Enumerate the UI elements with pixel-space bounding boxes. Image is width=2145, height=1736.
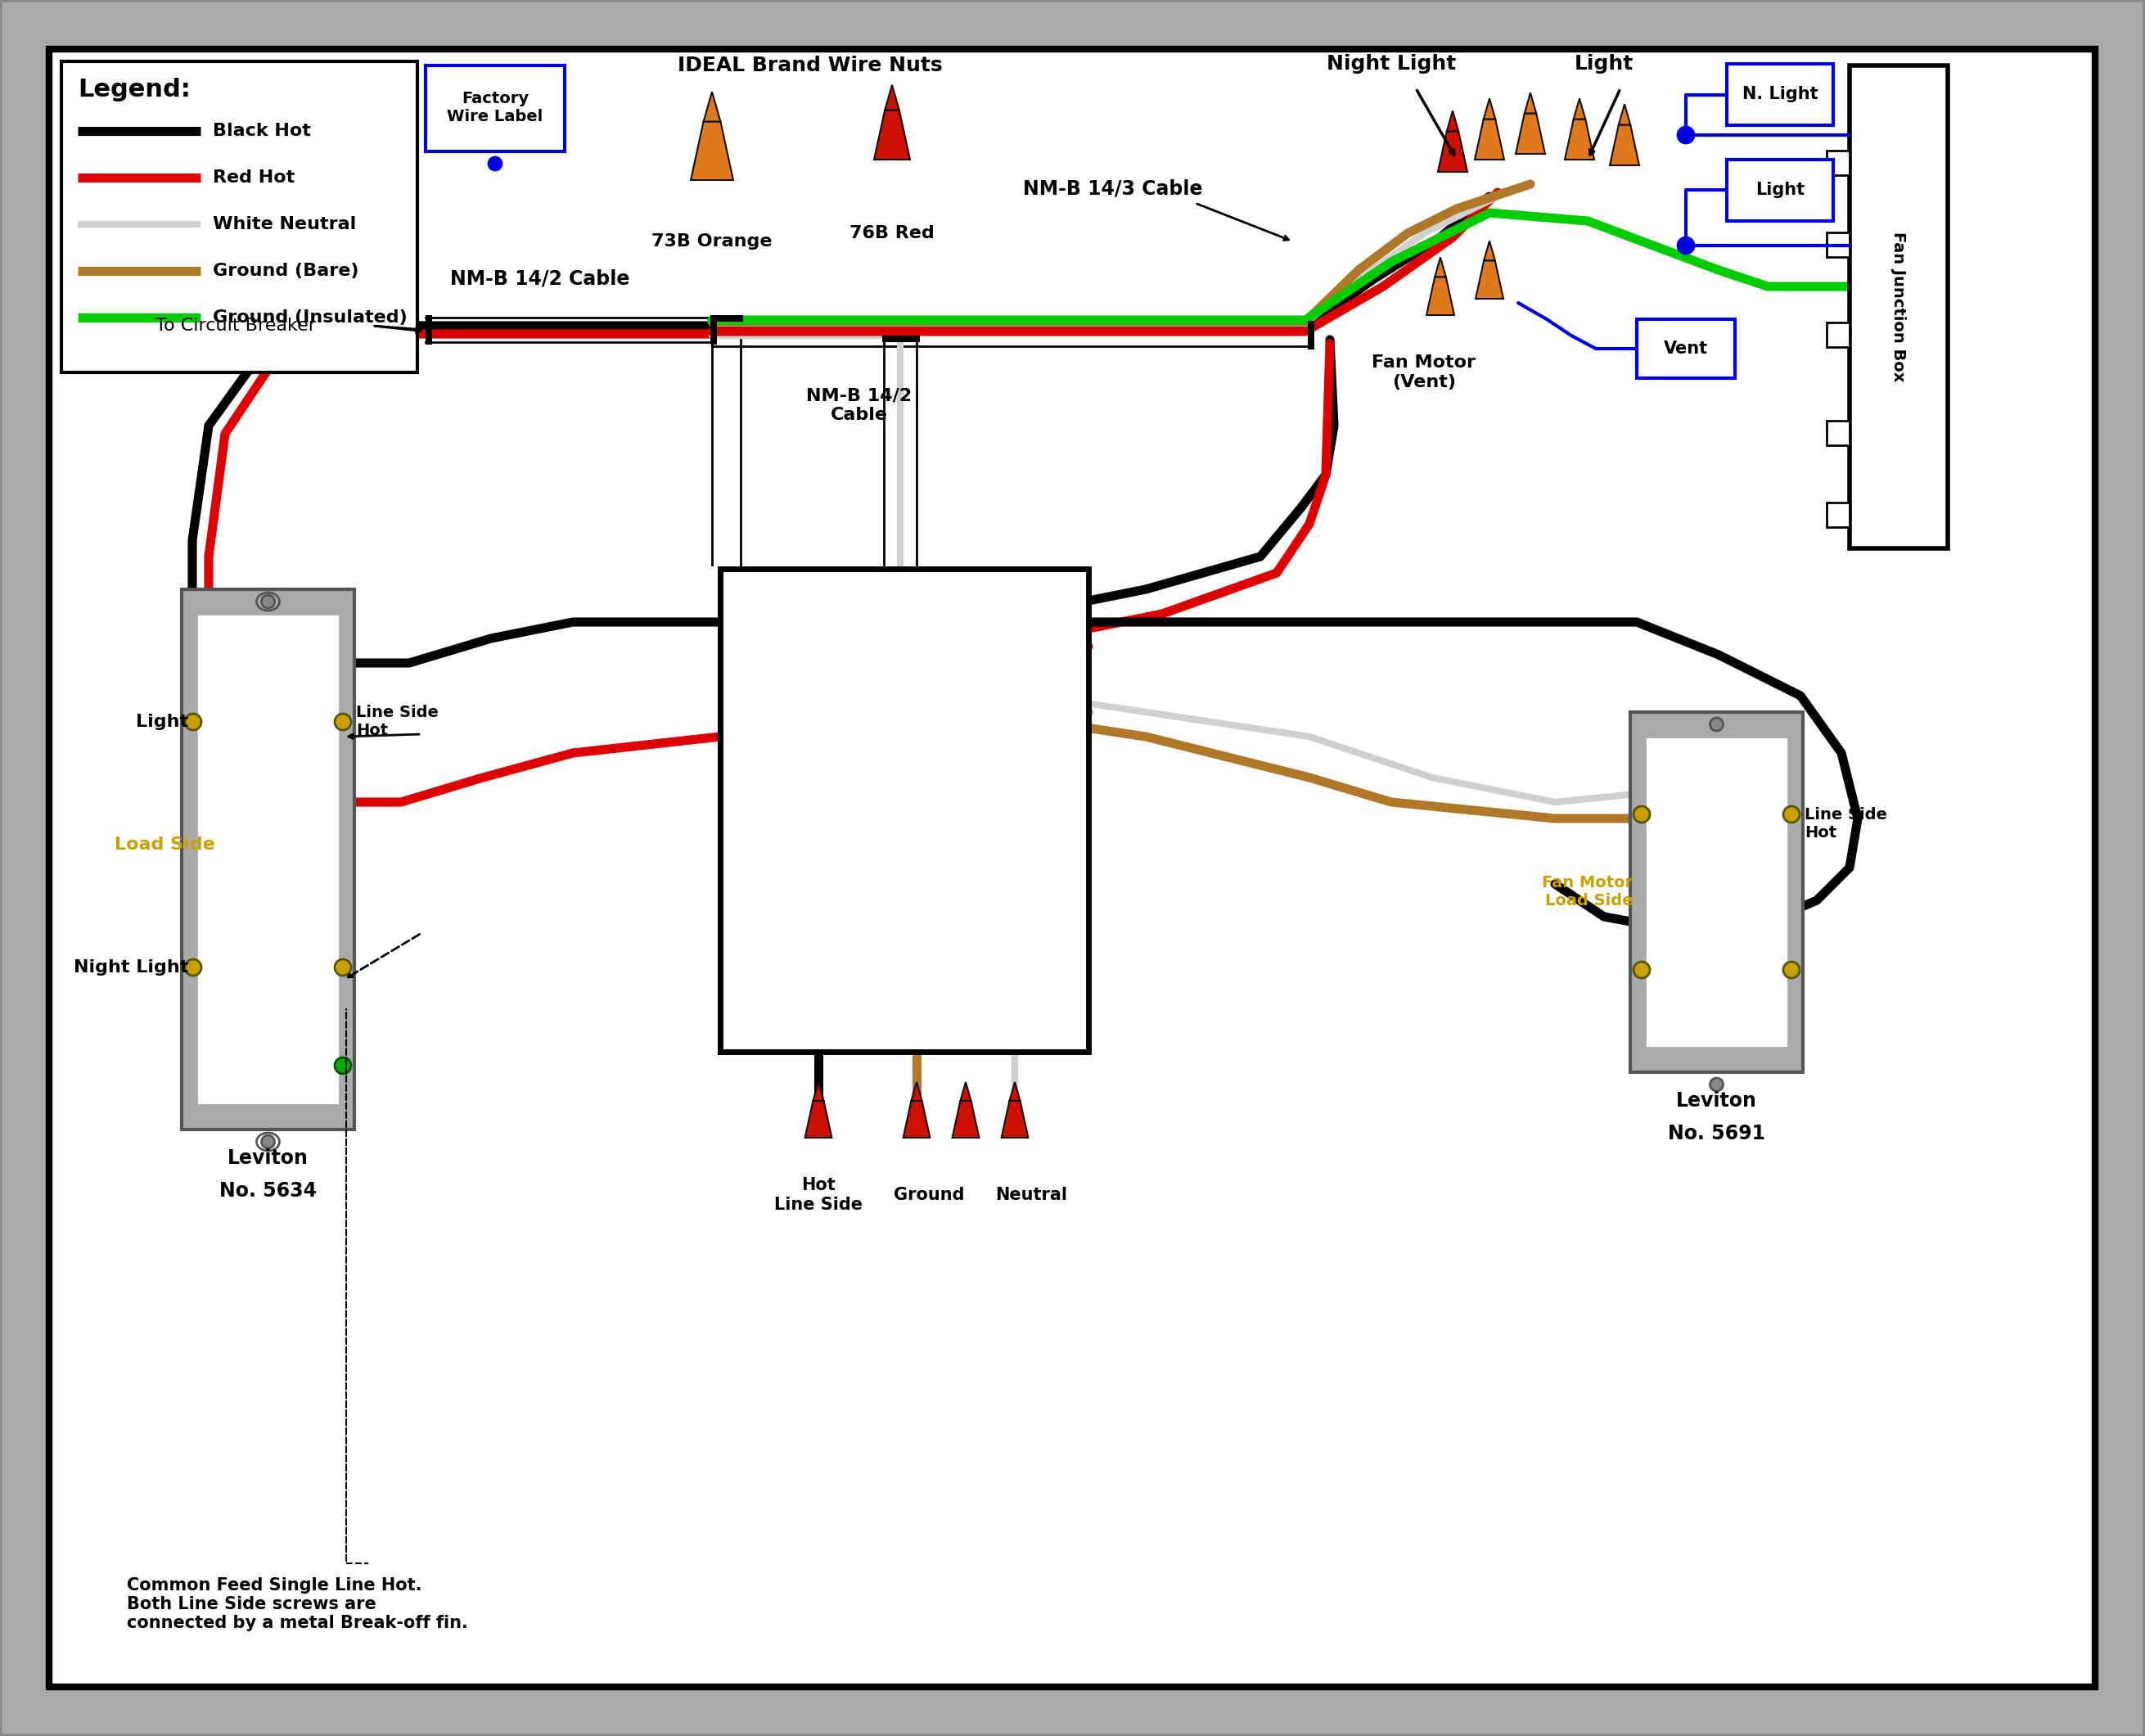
Bar — [721, 569, 1088, 1052]
Polygon shape — [1609, 125, 1639, 165]
Text: Fan Motor
(Vent): Fan Motor (Vent) — [1373, 354, 1476, 391]
Polygon shape — [903, 1101, 931, 1137]
Polygon shape — [1517, 113, 1544, 155]
Bar — [710, 316, 716, 344]
Text: Fan Motor
Load Side: Fan Motor Load Side — [1542, 875, 1632, 910]
Polygon shape — [961, 1082, 972, 1101]
Text: Light: Light — [1755, 182, 1804, 198]
Text: Ground (Bare): Ground (Bare) — [212, 262, 358, 279]
Text: Leviton: Leviton — [1675, 1090, 1757, 1111]
Bar — [62, 61, 418, 373]
Text: No. 5634: No. 5634 — [219, 1180, 317, 1201]
Text: Light: Light — [1574, 54, 1634, 73]
Polygon shape — [1484, 241, 1495, 260]
Text: Ground (Insulated): Ground (Insulated) — [212, 309, 408, 326]
Polygon shape — [1002, 1101, 1027, 1137]
Text: IDEAL Brand Wire Nuts: IDEAL Brand Wire Nuts — [678, 56, 942, 75]
Polygon shape — [952, 1101, 978, 1137]
Polygon shape — [1010, 1082, 1021, 1101]
Text: Fan Junction Box: Fan Junction Box — [1892, 233, 1907, 382]
Circle shape — [262, 595, 275, 608]
Circle shape — [1782, 962, 1800, 977]
Polygon shape — [1437, 132, 1467, 172]
Text: Legend:: Legend: — [77, 78, 191, 102]
Polygon shape — [1476, 120, 1504, 160]
Bar — [1727, 160, 1834, 220]
Polygon shape — [1476, 260, 1504, 299]
Text: Neutral: Neutral — [995, 1187, 1068, 1203]
Circle shape — [1710, 1078, 1722, 1090]
Bar — [1637, 319, 1735, 378]
Circle shape — [489, 158, 502, 170]
Text: N. Light: N. Light — [1742, 87, 1819, 102]
Text: No. 5691: No. 5691 — [1669, 1123, 1765, 1144]
Bar — [1828, 233, 1849, 257]
Circle shape — [1710, 717, 1722, 731]
Text: Night Light: Night Light — [1326, 54, 1456, 73]
Text: 76B Red: 76B Red — [849, 226, 935, 241]
Bar — [1727, 64, 1834, 125]
Text: Line Side
Hot: Line Side Hot — [1804, 807, 1888, 840]
Text: Leviton: Leviton — [227, 1147, 309, 1168]
Bar — [1828, 323, 1849, 347]
Polygon shape — [1574, 99, 1585, 120]
Text: Factory
Wire Label: Factory Wire Label — [446, 92, 543, 125]
Polygon shape — [1435, 257, 1446, 276]
Text: Hot
Line Side: Hot Line Side — [774, 1177, 862, 1213]
Bar — [1849, 66, 1948, 549]
Polygon shape — [1446, 111, 1459, 132]
Text: Light: Light — [135, 713, 189, 731]
Circle shape — [335, 1057, 352, 1075]
Circle shape — [1677, 238, 1695, 253]
Polygon shape — [704, 92, 721, 122]
Polygon shape — [886, 85, 899, 109]
Bar — [182, 589, 354, 1130]
Text: NM-B 14/2 Cable: NM-B 14/2 Cable — [450, 269, 631, 288]
Text: 73B Orange: 73B Orange — [652, 233, 772, 250]
Polygon shape — [691, 122, 734, 181]
Circle shape — [1677, 127, 1695, 144]
Polygon shape — [1484, 99, 1495, 120]
Bar — [1645, 736, 1789, 1047]
Bar — [1308, 321, 1315, 349]
Circle shape — [262, 1135, 275, 1147]
Polygon shape — [804, 1101, 832, 1137]
Circle shape — [335, 713, 352, 731]
Text: NM-B 14/2
Cable: NM-B 14/2 Cable — [807, 387, 912, 424]
Bar — [1630, 712, 1804, 1073]
Bar — [1828, 151, 1849, 175]
Polygon shape — [1619, 104, 1630, 125]
Circle shape — [184, 960, 202, 976]
Circle shape — [335, 960, 352, 976]
Circle shape — [1634, 806, 1650, 823]
Text: Vent: Vent — [1665, 340, 1707, 358]
Polygon shape — [1426, 276, 1454, 316]
Circle shape — [1634, 962, 1650, 977]
Bar — [1828, 502, 1849, 528]
Circle shape — [184, 713, 202, 731]
Circle shape — [1782, 806, 1800, 823]
Bar — [425, 316, 431, 344]
Text: NM-B 14/3 Cable: NM-B 14/3 Cable — [1023, 179, 1203, 198]
Polygon shape — [1525, 92, 1536, 113]
Bar — [710, 316, 742, 321]
Text: Load Side: Load Side — [114, 837, 215, 852]
Bar — [882, 335, 920, 342]
Bar — [197, 615, 339, 1104]
Polygon shape — [1564, 120, 1594, 160]
Polygon shape — [873, 109, 909, 160]
Text: To Circuit Breaker: To Circuit Breaker — [154, 318, 315, 333]
Text: Common Feed Single Line Hot.
Both Line Side screws are
connected by a metal Brea: Common Feed Single Line Hot. Both Line S… — [127, 1576, 468, 1632]
Text: Line Side
Hot: Line Side Hot — [356, 705, 438, 740]
Text: Night Light: Night Light — [73, 960, 189, 976]
Bar — [425, 66, 564, 151]
Text: Ground: Ground — [894, 1187, 965, 1203]
Text: Black Hot: Black Hot — [212, 123, 311, 139]
Polygon shape — [813, 1082, 824, 1101]
Bar — [1828, 420, 1849, 444]
Text: White Neutral: White Neutral — [212, 215, 356, 233]
Text: Red Hot: Red Hot — [212, 170, 294, 186]
Polygon shape — [912, 1082, 922, 1101]
